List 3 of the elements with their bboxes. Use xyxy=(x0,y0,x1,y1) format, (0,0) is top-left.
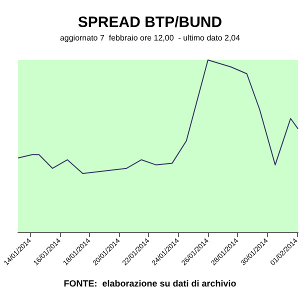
chart-subtitle: aggiornato 7 febbraio ore 12,00 - ultimo dato 2,04 xyxy=(60,34,241,42)
chart-title: SPREAD BTP/BUND xyxy=(78,14,222,31)
source-note: FONTE: elaborazione su dati di archivio xyxy=(64,278,237,288)
